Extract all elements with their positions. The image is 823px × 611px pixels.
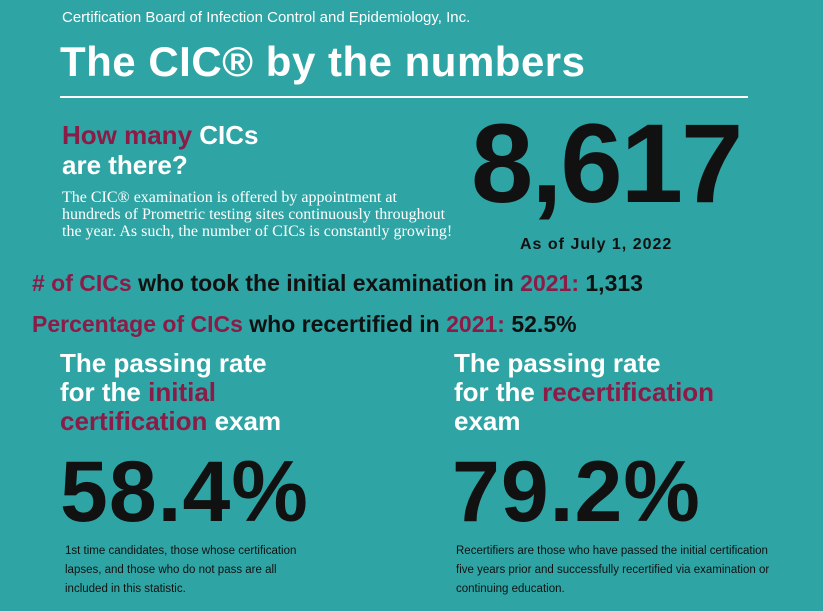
how-many-heading-cics: CICs [192, 120, 259, 150]
initial-pass-rate-heading: The passing rate for the initial certifi… [60, 349, 281, 436]
initial-exam-stat: # of CICs who took the initial examinati… [32, 270, 643, 297]
recert-pass-rate-line1: The passing rate [454, 348, 661, 378]
initial-exam-stat-year: 2021: [520, 270, 579, 296]
how-many-heading-accent: How many [62, 120, 193, 150]
initial-pass-rate-accent: initial [148, 377, 217, 407]
initial-pass-rate-exam: exam [207, 406, 282, 436]
page-title: The CIC® by the numbers [60, 38, 586, 85]
how-many-heading-line2: are there? [62, 150, 188, 180]
recert-pass-rate-exam: exam [454, 406, 521, 436]
recert-pass-rate-note: Recertifiers are those who have passed t… [456, 545, 770, 595]
recert-stat-value: 52.5% [504, 311, 577, 337]
initial-pass-rate-note: 1st time candidates, those whose certifi… [65, 545, 297, 595]
recert-stat-year: 2021: [446, 311, 505, 337]
initial-exam-stat-label: # of CICs [32, 270, 132, 296]
recert-pass-rate-line2: for the [454, 377, 543, 407]
recert-stat-text: who recertified in [242, 311, 447, 337]
organization-name: Certification Board of Infection Control… [62, 9, 471, 26]
initial-pass-rate-certification: certification [60, 406, 208, 436]
initial-exam-stat-value: 1,313 [579, 270, 643, 296]
recert-pass-rate-heading: The passing rate for the recertification… [454, 349, 714, 436]
cic-total-count: 8,617 [471, 101, 743, 226]
how-many-heading: How many CICs are there? [62, 120, 259, 180]
recert-pass-rate-accent: recertification [542, 377, 715, 407]
initial-pass-rate-line1: The passing rate [60, 348, 267, 378]
recert-stat-label: Percentage of CICs [32, 311, 243, 337]
recert-stat: Percentage of CICs who recertified in 20… [32, 311, 577, 338]
initial-exam-stat-text: who took the initial examination in [131, 270, 521, 296]
title-divider [60, 96, 748, 98]
initial-pass-rate-line2: for the [60, 377, 149, 407]
how-many-description: The CIC® examination is offered by appoi… [62, 189, 453, 240]
initial-pass-rate-value: 58.4% [60, 444, 309, 540]
as-of-date: As of July 1, 2022 [520, 236, 673, 253]
recert-pass-rate-value: 79.2% [452, 444, 701, 540]
